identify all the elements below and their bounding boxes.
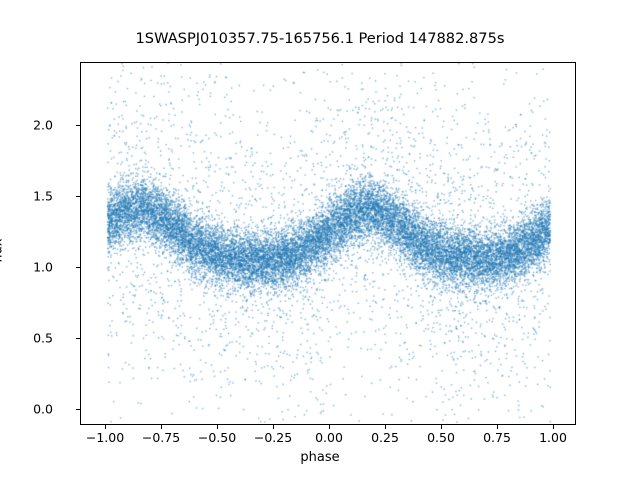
- ytick-label-4: 2.0: [33, 117, 53, 133]
- xtick-label-3: −0.25: [253, 430, 293, 445]
- ytick-label-2: 1.0: [33, 259, 53, 275]
- x-axis-label: phase: [300, 450, 340, 465]
- ytick-label-1: 0.5: [33, 330, 53, 346]
- ytick-mark-1: [76, 338, 80, 340]
- xtick-label-5: 0.25: [371, 430, 399, 445]
- xtick-mark-8: [552, 425, 554, 429]
- scatter-points-canvas: [81, 63, 575, 424]
- xtick-label-1: −0.75: [141, 430, 181, 445]
- xtick-mark-4: [328, 425, 330, 429]
- xtick-mark-2: [216, 425, 218, 429]
- xtick-mark-1: [160, 425, 162, 429]
- ytick-label-0: 0.0: [33, 401, 53, 417]
- xtick-mark-6: [440, 425, 442, 429]
- xtick-label-0: −1.00: [85, 430, 125, 445]
- xtick-label-2: −0.50: [197, 430, 237, 445]
- ytick-label-3: 1.5: [33, 188, 53, 204]
- xtick-mark-7: [496, 425, 498, 429]
- ytick-mark-0: [76, 409, 80, 411]
- xtick-label-6: 0.50: [427, 430, 455, 445]
- chart-title: 1SWASPJ010357.75-165756.1 Period 147882.…: [135, 30, 505, 47]
- xtick-mark-5: [384, 425, 386, 429]
- xtick-label-8: 1.00: [539, 430, 567, 445]
- plot-axes-area: [80, 62, 576, 425]
- ytick-mark-3: [76, 196, 80, 198]
- xtick-mark-3: [272, 425, 274, 429]
- xtick-label-4: 0.00: [315, 430, 343, 445]
- xtick-label-7: 0.75: [483, 430, 511, 445]
- y-axis-label: flux: [0, 238, 6, 263]
- ytick-mark-4: [76, 125, 80, 127]
- ytick-mark-2: [76, 267, 80, 269]
- xtick-mark-0: [104, 425, 106, 429]
